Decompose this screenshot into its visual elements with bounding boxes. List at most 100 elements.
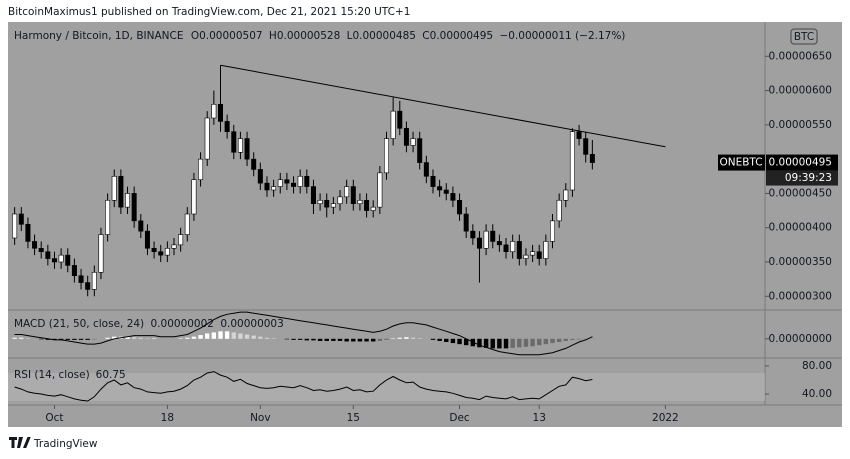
macd-histogram-bar — [351, 338, 356, 342]
candle-body — [324, 199, 330, 208]
macd-histogram-bar — [297, 338, 303, 340]
macd-histogram-bar — [284, 338, 290, 340]
y-tick-label: 0.00000450 — [769, 187, 832, 199]
macd-histogram-bar — [185, 337, 190, 339]
candle-body — [550, 220, 556, 242]
price-tag-label: 0.00000495 — [769, 157, 832, 169]
macd-histogram-bar — [397, 337, 402, 339]
x-tick-label: 13 — [533, 412, 546, 424]
macd-histogram-bar — [25, 338, 31, 339]
candle-body — [450, 193, 456, 201]
candle-body — [417, 138, 423, 163]
candle-body — [32, 241, 38, 249]
macd-histogram-bar — [191, 336, 197, 339]
macd-histogram-bar — [78, 338, 84, 340]
price-tag — [766, 154, 838, 171]
candle-body — [118, 175, 124, 208]
macd-histogram-bar — [463, 338, 469, 346]
candle-body — [496, 241, 502, 246]
y-tick-label: 0.00000000 — [769, 333, 832, 345]
candle-body — [543, 241, 549, 259]
macd-histogram-bar — [92, 338, 97, 340]
macd-histogram-bar — [251, 335, 256, 339]
candle-body — [350, 186, 356, 205]
candle-body — [563, 189, 569, 201]
candle-body — [304, 175, 310, 187]
currency-label[interactable]: BTC — [794, 31, 814, 43]
x-tick-label: 15 — [347, 412, 360, 424]
macd-histogram-bar — [271, 338, 276, 339]
candle-body — [310, 186, 316, 205]
macd-histogram-bar — [550, 338, 555, 344]
candle-body — [151, 247, 157, 253]
ohlc-key: H — [269, 30, 277, 42]
symbol-tag-label: ONEBTC — [719, 157, 762, 169]
candle-body — [111, 175, 117, 201]
macd-histogram-bar — [238, 333, 243, 339]
candle-body — [423, 162, 429, 177]
macd-histogram-bar — [344, 338, 349, 342]
macd-histogram-bar — [198, 335, 203, 339]
candle-body — [297, 175, 303, 187]
candle-body — [317, 199, 323, 205]
candle-body — [171, 244, 177, 249]
macd-value: 0.00000002 — [151, 318, 214, 330]
macd-histogram-bar — [311, 338, 316, 341]
candle-body — [271, 186, 277, 191]
candle-body — [284, 179, 290, 184]
candle-body — [244, 138, 250, 160]
footer-brand: TradingView — [33, 438, 98, 450]
macd-histogram-bar — [58, 338, 64, 340]
candle-body — [576, 131, 582, 139]
candle-body — [45, 251, 51, 259]
candle-body — [383, 138, 389, 174]
macd-histogram-bar — [510, 338, 515, 348]
candle-body — [264, 182, 270, 191]
candle-body — [510, 241, 516, 253]
x-tick-label: 2022 — [652, 412, 679, 424]
candle-body — [191, 179, 197, 215]
ohlc-key: C — [422, 30, 429, 42]
macd-histogram-bar — [138, 337, 144, 339]
macd-histogram-bar — [291, 338, 296, 340]
candle-body — [198, 158, 204, 181]
macd-histogram-bar — [337, 338, 343, 341]
candle-body — [337, 196, 343, 205]
ohlc-value: 0.00000485 — [352, 30, 415, 42]
publisher-line: BitcoinMaximus1 published on TradingView… — [8, 6, 410, 18]
macd-histogram-bar — [258, 336, 263, 339]
macd-histogram-bar — [357, 338, 363, 342]
macd-histogram-bar — [211, 332, 217, 339]
macd-histogram-bar — [105, 337, 110, 339]
currency-button[interactable] — [790, 28, 818, 45]
candle-body — [71, 265, 77, 277]
candle-body — [397, 110, 403, 129]
macd-histogram-bar — [517, 338, 522, 348]
y-tick-label: 0.00000350 — [769, 256, 832, 268]
macd-histogram-bar — [576, 338, 582, 340]
candle-body — [78, 275, 84, 283]
x-tick-label: Oct — [45, 412, 63, 424]
countdown: 09:39:23 — [785, 172, 832, 184]
candle-body — [291, 182, 297, 187]
macd-histogram-bar — [457, 338, 462, 345]
y-tick-label: 0.00000650 — [769, 50, 832, 62]
candle-body — [65, 254, 71, 266]
candle-body — [490, 230, 496, 242]
macd-histogram-bar — [52, 338, 57, 340]
x-tick-label: Dec — [449, 412, 470, 424]
macd-histogram-bar — [490, 338, 495, 349]
macd-histogram-bar — [224, 331, 230, 339]
macd-histogram-bar — [131, 337, 137, 339]
y-tick-label: 80.00 — [802, 360, 832, 372]
candle-body — [476, 237, 482, 249]
macd-histogram-bar — [437, 338, 442, 341]
macd-histogram-bar — [543, 338, 549, 345]
macd-legend: MACD (21, 50, close, 24) 0.00000002 0.00… — [14, 318, 284, 330]
candle-body — [257, 169, 263, 184]
candle-body — [85, 282, 91, 290]
candle-body — [51, 258, 57, 263]
macd-histogram-bar — [331, 338, 336, 341]
symbol-name: Harmony / Bitcoin, 1D, BINANCE — [14, 30, 183, 42]
